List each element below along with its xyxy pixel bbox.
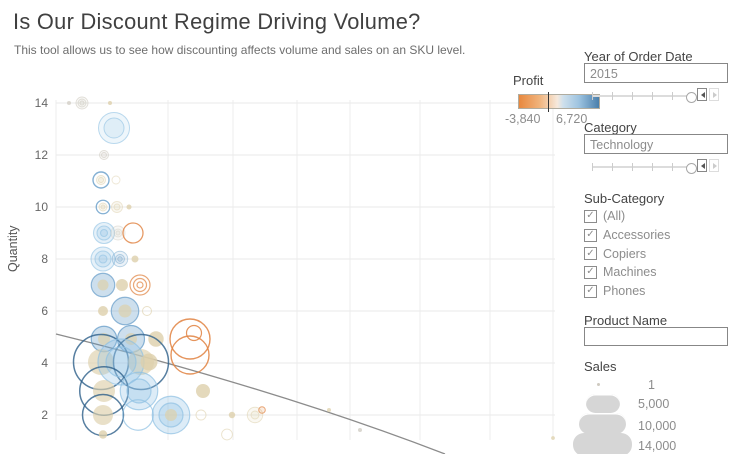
- svg-text:14: 14: [35, 96, 49, 110]
- svg-text:Quantity: Quantity: [6, 225, 20, 272]
- svg-text:8: 8: [41, 252, 48, 266]
- svg-text:10: 10: [35, 200, 49, 214]
- svg-text:12: 12: [35, 148, 49, 162]
- svg-text:4: 4: [41, 356, 48, 370]
- svg-text:2: 2: [41, 408, 48, 422]
- svg-text:6: 6: [41, 304, 48, 318]
